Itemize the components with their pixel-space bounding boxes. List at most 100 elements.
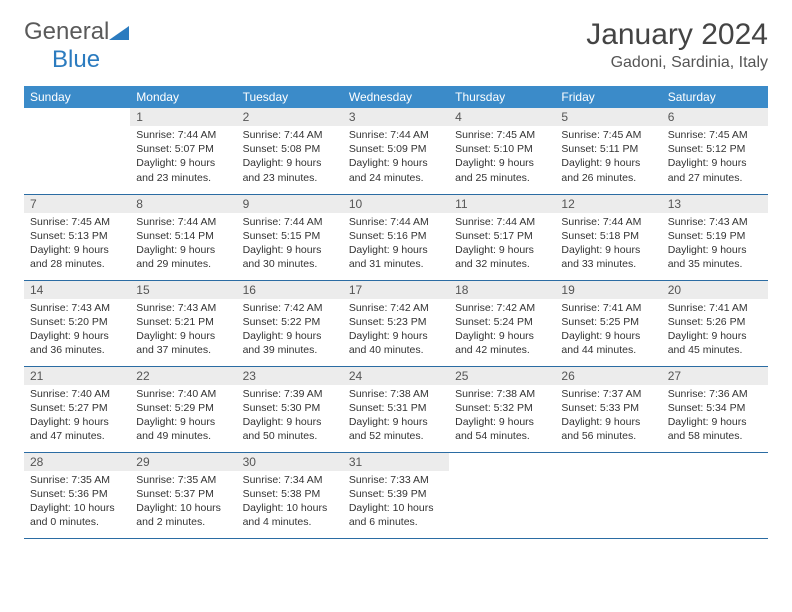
calendar-cell: 31Sunrise: 7:33 AMSunset: 5:39 PMDayligh… bbox=[343, 452, 449, 538]
day-number: 16 bbox=[237, 281, 343, 299]
calendar-cell: 25Sunrise: 7:38 AMSunset: 5:32 PMDayligh… bbox=[449, 366, 555, 452]
day-number: 31 bbox=[343, 453, 449, 471]
day-number: 18 bbox=[449, 281, 555, 299]
calendar-cell: 27Sunrise: 7:36 AMSunset: 5:34 PMDayligh… bbox=[662, 366, 768, 452]
logo-word-1: General bbox=[24, 18, 109, 45]
day-number: 17 bbox=[343, 281, 449, 299]
calendar-cell: 14Sunrise: 7:43 AMSunset: 5:20 PMDayligh… bbox=[24, 280, 130, 366]
day-number: 4 bbox=[449, 108, 555, 126]
day-number: 23 bbox=[237, 367, 343, 385]
day-content: Sunrise: 7:38 AMSunset: 5:31 PMDaylight:… bbox=[343, 385, 449, 448]
calendar-cell: 9Sunrise: 7:44 AMSunset: 5:15 PMDaylight… bbox=[237, 194, 343, 280]
calendar-cell: 8Sunrise: 7:44 AMSunset: 5:14 PMDaylight… bbox=[130, 194, 236, 280]
day-content: Sunrise: 7:45 AMSunset: 5:11 PMDaylight:… bbox=[555, 126, 661, 189]
calendar-cell: 30Sunrise: 7:34 AMSunset: 5:38 PMDayligh… bbox=[237, 452, 343, 538]
day-number: 11 bbox=[449, 195, 555, 213]
day-number: 21 bbox=[24, 367, 130, 385]
day-number: 15 bbox=[130, 281, 236, 299]
weekday-header: Tuesday bbox=[237, 86, 343, 108]
calendar-body: 1Sunrise: 7:44 AMSunset: 5:07 PMDaylight… bbox=[24, 108, 768, 538]
calendar-cell: 29Sunrise: 7:35 AMSunset: 5:37 PMDayligh… bbox=[130, 452, 236, 538]
location-label: Gadoni, Sardinia, Italy bbox=[586, 54, 768, 72]
calendar-row: 21Sunrise: 7:40 AMSunset: 5:27 PMDayligh… bbox=[24, 366, 768, 452]
day-number: 3 bbox=[343, 108, 449, 126]
weekday-header: Saturday bbox=[662, 86, 768, 108]
triangle-icon bbox=[109, 24, 129, 40]
day-number: 6 bbox=[662, 108, 768, 126]
day-number: 2 bbox=[237, 108, 343, 126]
day-number: 14 bbox=[24, 281, 130, 299]
calendar-cell: 16Sunrise: 7:42 AMSunset: 5:22 PMDayligh… bbox=[237, 280, 343, 366]
calendar-cell: 13Sunrise: 7:43 AMSunset: 5:19 PMDayligh… bbox=[662, 194, 768, 280]
logo-text: GeneralBlue bbox=[24, 18, 129, 74]
day-content: Sunrise: 7:34 AMSunset: 5:38 PMDaylight:… bbox=[237, 471, 343, 534]
weekday-header: Friday bbox=[555, 86, 661, 108]
day-number: 5 bbox=[555, 108, 661, 126]
day-content: Sunrise: 7:37 AMSunset: 5:33 PMDaylight:… bbox=[555, 385, 661, 448]
calendar-cell: 10Sunrise: 7:44 AMSunset: 5:16 PMDayligh… bbox=[343, 194, 449, 280]
day-content: Sunrise: 7:45 AMSunset: 5:10 PMDaylight:… bbox=[449, 126, 555, 189]
calendar-cell: 17Sunrise: 7:42 AMSunset: 5:23 PMDayligh… bbox=[343, 280, 449, 366]
weekday-header: Monday bbox=[130, 86, 236, 108]
calendar-cell: 3Sunrise: 7:44 AMSunset: 5:09 PMDaylight… bbox=[343, 108, 449, 194]
day-number: 28 bbox=[24, 453, 130, 471]
day-number: 8 bbox=[130, 195, 236, 213]
day-number: 29 bbox=[130, 453, 236, 471]
day-content: Sunrise: 7:45 AMSunset: 5:12 PMDaylight:… bbox=[662, 126, 768, 189]
page-title: January 2024 bbox=[586, 18, 768, 52]
calendar-row: 1Sunrise: 7:44 AMSunset: 5:07 PMDaylight… bbox=[24, 108, 768, 194]
day-content: Sunrise: 7:44 AMSunset: 5:17 PMDaylight:… bbox=[449, 213, 555, 276]
calendar-cell: 7Sunrise: 7:45 AMSunset: 5:13 PMDaylight… bbox=[24, 194, 130, 280]
day-number: 30 bbox=[237, 453, 343, 471]
day-content: Sunrise: 7:42 AMSunset: 5:24 PMDaylight:… bbox=[449, 299, 555, 362]
logo-word-2: Blue bbox=[52, 46, 100, 73]
calendar-cell: 6Sunrise: 7:45 AMSunset: 5:12 PMDaylight… bbox=[662, 108, 768, 194]
day-content: Sunrise: 7:35 AMSunset: 5:36 PMDaylight:… bbox=[24, 471, 130, 534]
calendar-cell: 20Sunrise: 7:41 AMSunset: 5:26 PMDayligh… bbox=[662, 280, 768, 366]
header: GeneralBlue January 2024 Gadoni, Sardini… bbox=[24, 18, 768, 74]
day-content: Sunrise: 7:42 AMSunset: 5:22 PMDaylight:… bbox=[237, 299, 343, 362]
day-content: Sunrise: 7:40 AMSunset: 5:29 PMDaylight:… bbox=[130, 385, 236, 448]
calendar-cell: 12Sunrise: 7:44 AMSunset: 5:18 PMDayligh… bbox=[555, 194, 661, 280]
day-content: Sunrise: 7:44 AMSunset: 5:16 PMDaylight:… bbox=[343, 213, 449, 276]
day-content: Sunrise: 7:36 AMSunset: 5:34 PMDaylight:… bbox=[662, 385, 768, 448]
day-number: 22 bbox=[130, 367, 236, 385]
calendar-cell bbox=[662, 452, 768, 538]
day-content: Sunrise: 7:44 AMSunset: 5:07 PMDaylight:… bbox=[130, 126, 236, 189]
calendar-cell: 22Sunrise: 7:40 AMSunset: 5:29 PMDayligh… bbox=[130, 366, 236, 452]
calendar-cell: 28Sunrise: 7:35 AMSunset: 5:36 PMDayligh… bbox=[24, 452, 130, 538]
calendar-cell: 4Sunrise: 7:45 AMSunset: 5:10 PMDaylight… bbox=[449, 108, 555, 194]
day-number: 19 bbox=[555, 281, 661, 299]
weekday-header: Sunday bbox=[24, 86, 130, 108]
logo: GeneralBlue bbox=[24, 18, 129, 74]
day-number: 10 bbox=[343, 195, 449, 213]
day-content: Sunrise: 7:40 AMSunset: 5:27 PMDaylight:… bbox=[24, 385, 130, 448]
calendar-cell: 19Sunrise: 7:41 AMSunset: 5:25 PMDayligh… bbox=[555, 280, 661, 366]
calendar-cell: 21Sunrise: 7:40 AMSunset: 5:27 PMDayligh… bbox=[24, 366, 130, 452]
day-content: Sunrise: 7:44 AMSunset: 5:08 PMDaylight:… bbox=[237, 126, 343, 189]
calendar-row: 14Sunrise: 7:43 AMSunset: 5:20 PMDayligh… bbox=[24, 280, 768, 366]
day-content: Sunrise: 7:42 AMSunset: 5:23 PMDaylight:… bbox=[343, 299, 449, 362]
day-number: 26 bbox=[555, 367, 661, 385]
day-number: 13 bbox=[662, 195, 768, 213]
calendar-cell bbox=[24, 108, 130, 194]
day-number: 25 bbox=[449, 367, 555, 385]
day-content: Sunrise: 7:43 AMSunset: 5:19 PMDaylight:… bbox=[662, 213, 768, 276]
day-content: Sunrise: 7:33 AMSunset: 5:39 PMDaylight:… bbox=[343, 471, 449, 534]
day-content: Sunrise: 7:43 AMSunset: 5:20 PMDaylight:… bbox=[24, 299, 130, 362]
calendar-cell: 1Sunrise: 7:44 AMSunset: 5:07 PMDaylight… bbox=[130, 108, 236, 194]
calendar-table: SundayMondayTuesdayWednesdayThursdayFrid… bbox=[24, 86, 768, 539]
day-number: 24 bbox=[343, 367, 449, 385]
day-number: 7 bbox=[24, 195, 130, 213]
day-content: Sunrise: 7:38 AMSunset: 5:32 PMDaylight:… bbox=[449, 385, 555, 448]
day-content: Sunrise: 7:35 AMSunset: 5:37 PMDaylight:… bbox=[130, 471, 236, 534]
day-number: 9 bbox=[237, 195, 343, 213]
weekday-header: Thursday bbox=[449, 86, 555, 108]
day-content: Sunrise: 7:39 AMSunset: 5:30 PMDaylight:… bbox=[237, 385, 343, 448]
day-content: Sunrise: 7:45 AMSunset: 5:13 PMDaylight:… bbox=[24, 213, 130, 276]
weekday-header: Wednesday bbox=[343, 86, 449, 108]
calendar-cell: 5Sunrise: 7:45 AMSunset: 5:11 PMDaylight… bbox=[555, 108, 661, 194]
day-content: Sunrise: 7:43 AMSunset: 5:21 PMDaylight:… bbox=[130, 299, 236, 362]
day-number: 27 bbox=[662, 367, 768, 385]
title-block: January 2024 Gadoni, Sardinia, Italy bbox=[586, 18, 768, 72]
